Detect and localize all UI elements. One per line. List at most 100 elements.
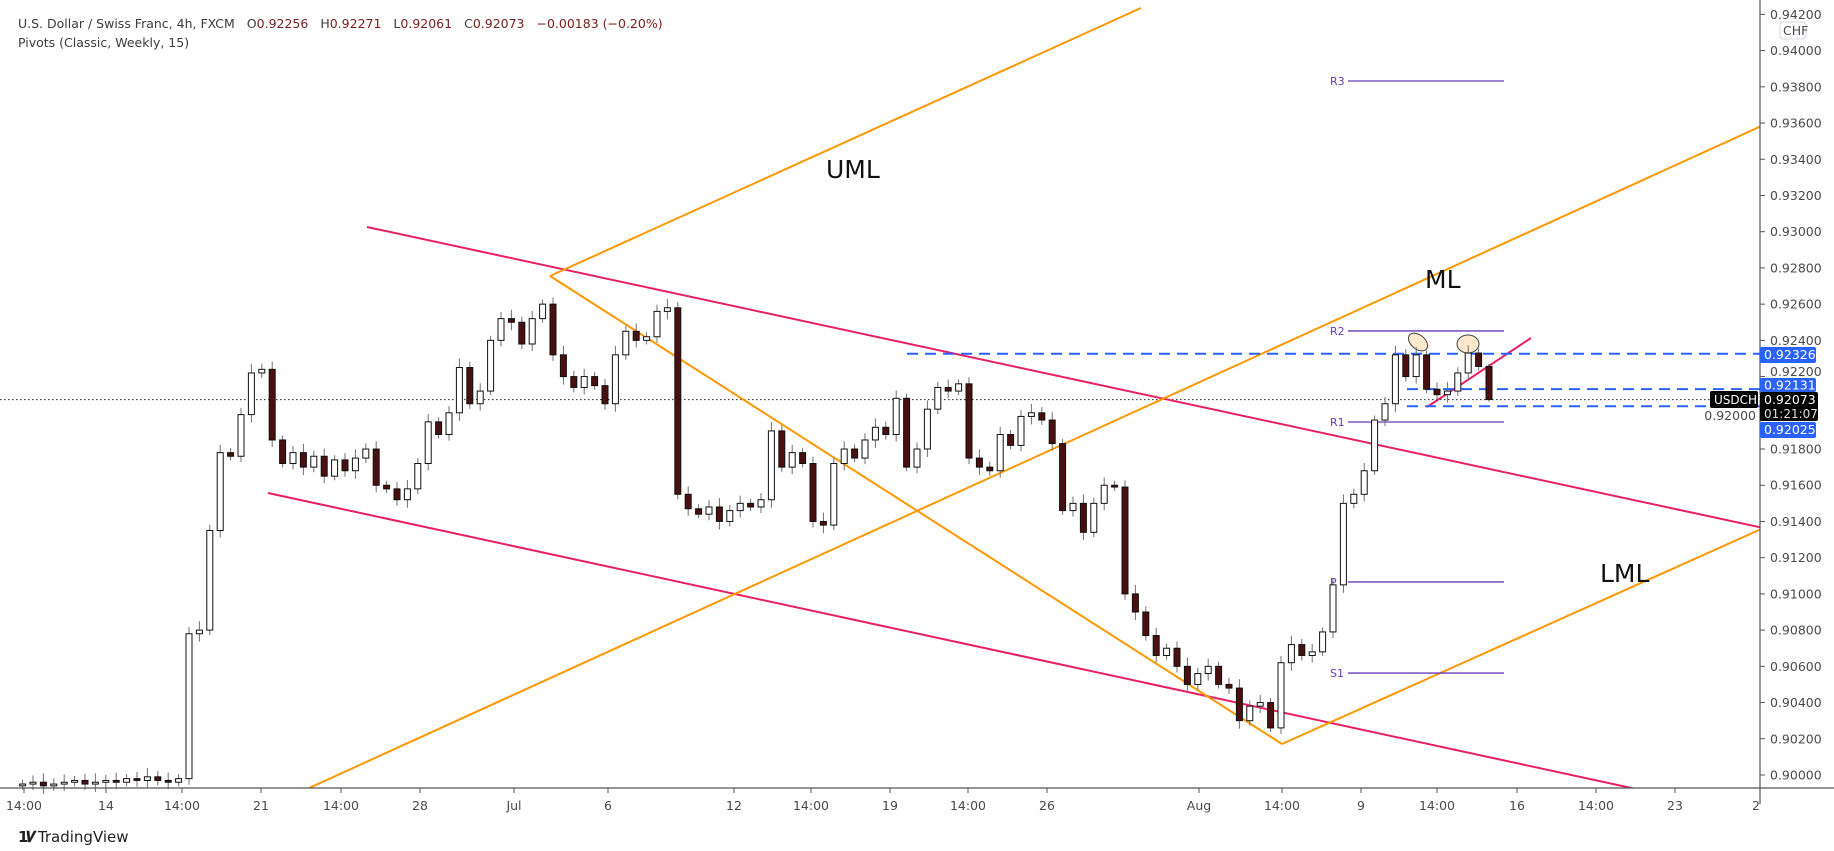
candle-body <box>632 330 640 341</box>
candle-body <box>164 779 172 783</box>
price-tick-label: 0.92600 <box>1770 297 1822 312</box>
candle-body <box>71 779 79 783</box>
indicator-label[interactable]: Pivots (Classic, Weekly, 15) <box>18 35 190 50</box>
candle-body <box>39 781 47 787</box>
candle-body <box>1329 584 1337 633</box>
candle <box>1412 347 1420 384</box>
candle <box>123 774 131 787</box>
ml-label[interactable]: ML <box>1425 265 1461 294</box>
candle-body <box>362 448 370 459</box>
candle <box>996 426 1004 478</box>
time-tick-label: 14 <box>98 798 114 813</box>
candle-body <box>1173 647 1181 667</box>
time-tick-label: Jul <box>505 798 521 813</box>
candle <box>715 498 723 530</box>
candle <box>1173 641 1181 673</box>
pitchfork-median-line <box>306 125 1760 788</box>
tradingview-logo[interactable]: 𝟭𝑽 TradingView <box>18 828 129 846</box>
candle-body <box>799 452 807 465</box>
price-tick-label: 0.90000 <box>1770 768 1822 783</box>
candle <box>164 772 172 790</box>
candle-body <box>882 426 890 436</box>
pitchfork-handle-line <box>549 275 1283 745</box>
candle <box>393 482 401 506</box>
price-axis[interactable]: CHF 0.94200 0.94000 0.93800 0.93600 0.93400 0… <box>1704 0 1822 804</box>
candle-body <box>102 779 110 783</box>
candle-body <box>351 457 359 472</box>
candle <box>258 363 266 379</box>
candle <box>892 390 900 442</box>
price-tick-label: 0.91800 <box>1770 442 1822 457</box>
high-value: 0.92271 <box>329 16 382 31</box>
candle <box>71 775 79 787</box>
uml-label[interactable]: UML <box>826 155 880 184</box>
candle-body <box>528 318 536 345</box>
candle-body <box>809 463 817 522</box>
candle <box>351 449 359 479</box>
candle-body <box>1100 484 1108 504</box>
candle-body <box>435 421 443 436</box>
candle <box>601 378 609 410</box>
candle <box>1090 497 1098 538</box>
candle <box>487 335 495 396</box>
candle-body <box>684 493 692 510</box>
candle <box>1007 430 1015 450</box>
price-axis-badges: 0.92326 0.92131 0.92025 USDCHF 0.9207301:21:… <box>1710 347 1818 438</box>
candle-body <box>965 383 973 459</box>
high-label: H <box>320 16 330 31</box>
candle-body <box>570 376 578 388</box>
candle <box>1319 627 1327 656</box>
candle <box>1246 700 1254 726</box>
symbol-title[interactable]: U.S. Dollar / Swiss Franc, 4h, FXCM <box>18 16 235 31</box>
price-tick-label: 0.92000 <box>1704 408 1756 423</box>
candle-body <box>60 781 68 785</box>
candle <box>934 381 942 415</box>
candle <box>424 414 432 471</box>
candle <box>1350 488 1358 509</box>
candle <box>549 297 557 361</box>
candle <box>1371 415 1379 475</box>
candle-body <box>1277 662 1285 729</box>
open-label: O <box>246 16 257 31</box>
candle-body <box>736 502 744 512</box>
candle-body <box>1038 412 1046 421</box>
tradingview-logo-icon: 𝟭𝑽 <box>18 828 36 846</box>
candle-body <box>1475 352 1483 367</box>
candle-body <box>175 778 183 783</box>
candle <box>559 345 567 385</box>
candle-body <box>1152 635 1160 656</box>
candle-body <box>1423 354 1431 390</box>
candle-body <box>1194 673 1202 685</box>
candle-body <box>424 421 432 465</box>
candle-body <box>372 448 380 486</box>
candle-body <box>1287 644 1295 664</box>
candle <box>923 400 931 458</box>
symbol-ohlc-row[interactable]: U.S. Dollar / Swiss Franc, 4h, FXCM O 0.9… <box>18 14 671 33</box>
candle-body <box>1454 372 1462 392</box>
low-label: L <box>393 16 401 31</box>
candle-body <box>663 307 671 312</box>
candle <box>237 407 245 463</box>
change-value: −0.00183 (−0.20%) <box>536 16 663 31</box>
candle-body <box>216 452 224 532</box>
symbol-badge <box>1710 391 1758 408</box>
candle-body <box>674 307 682 495</box>
lml-label[interactable]: LML <box>1600 559 1649 588</box>
candle <box>1017 409 1025 452</box>
candle <box>643 332 651 345</box>
candle-body <box>112 779 120 783</box>
candle-body <box>383 484 391 490</box>
candle <box>445 406 453 441</box>
price-tick-label: 0.92200 <box>1770 364 1822 379</box>
candle-body <box>580 376 588 388</box>
candle-body <box>767 430 775 501</box>
candle-body <box>1485 365 1493 401</box>
time-tick-label: 14:00 <box>1578 798 1614 813</box>
candle-body <box>695 508 703 515</box>
currency-badge[interactable] <box>1779 21 1807 40</box>
rising-trendline <box>1426 337 1532 408</box>
candle <box>726 504 734 527</box>
time-axis[interactable]: 14:00 14 14:00 21 14:00 28 Jul 6 12 14:00 19 14:00 2… <box>0 787 1834 813</box>
candle <box>975 449 983 476</box>
